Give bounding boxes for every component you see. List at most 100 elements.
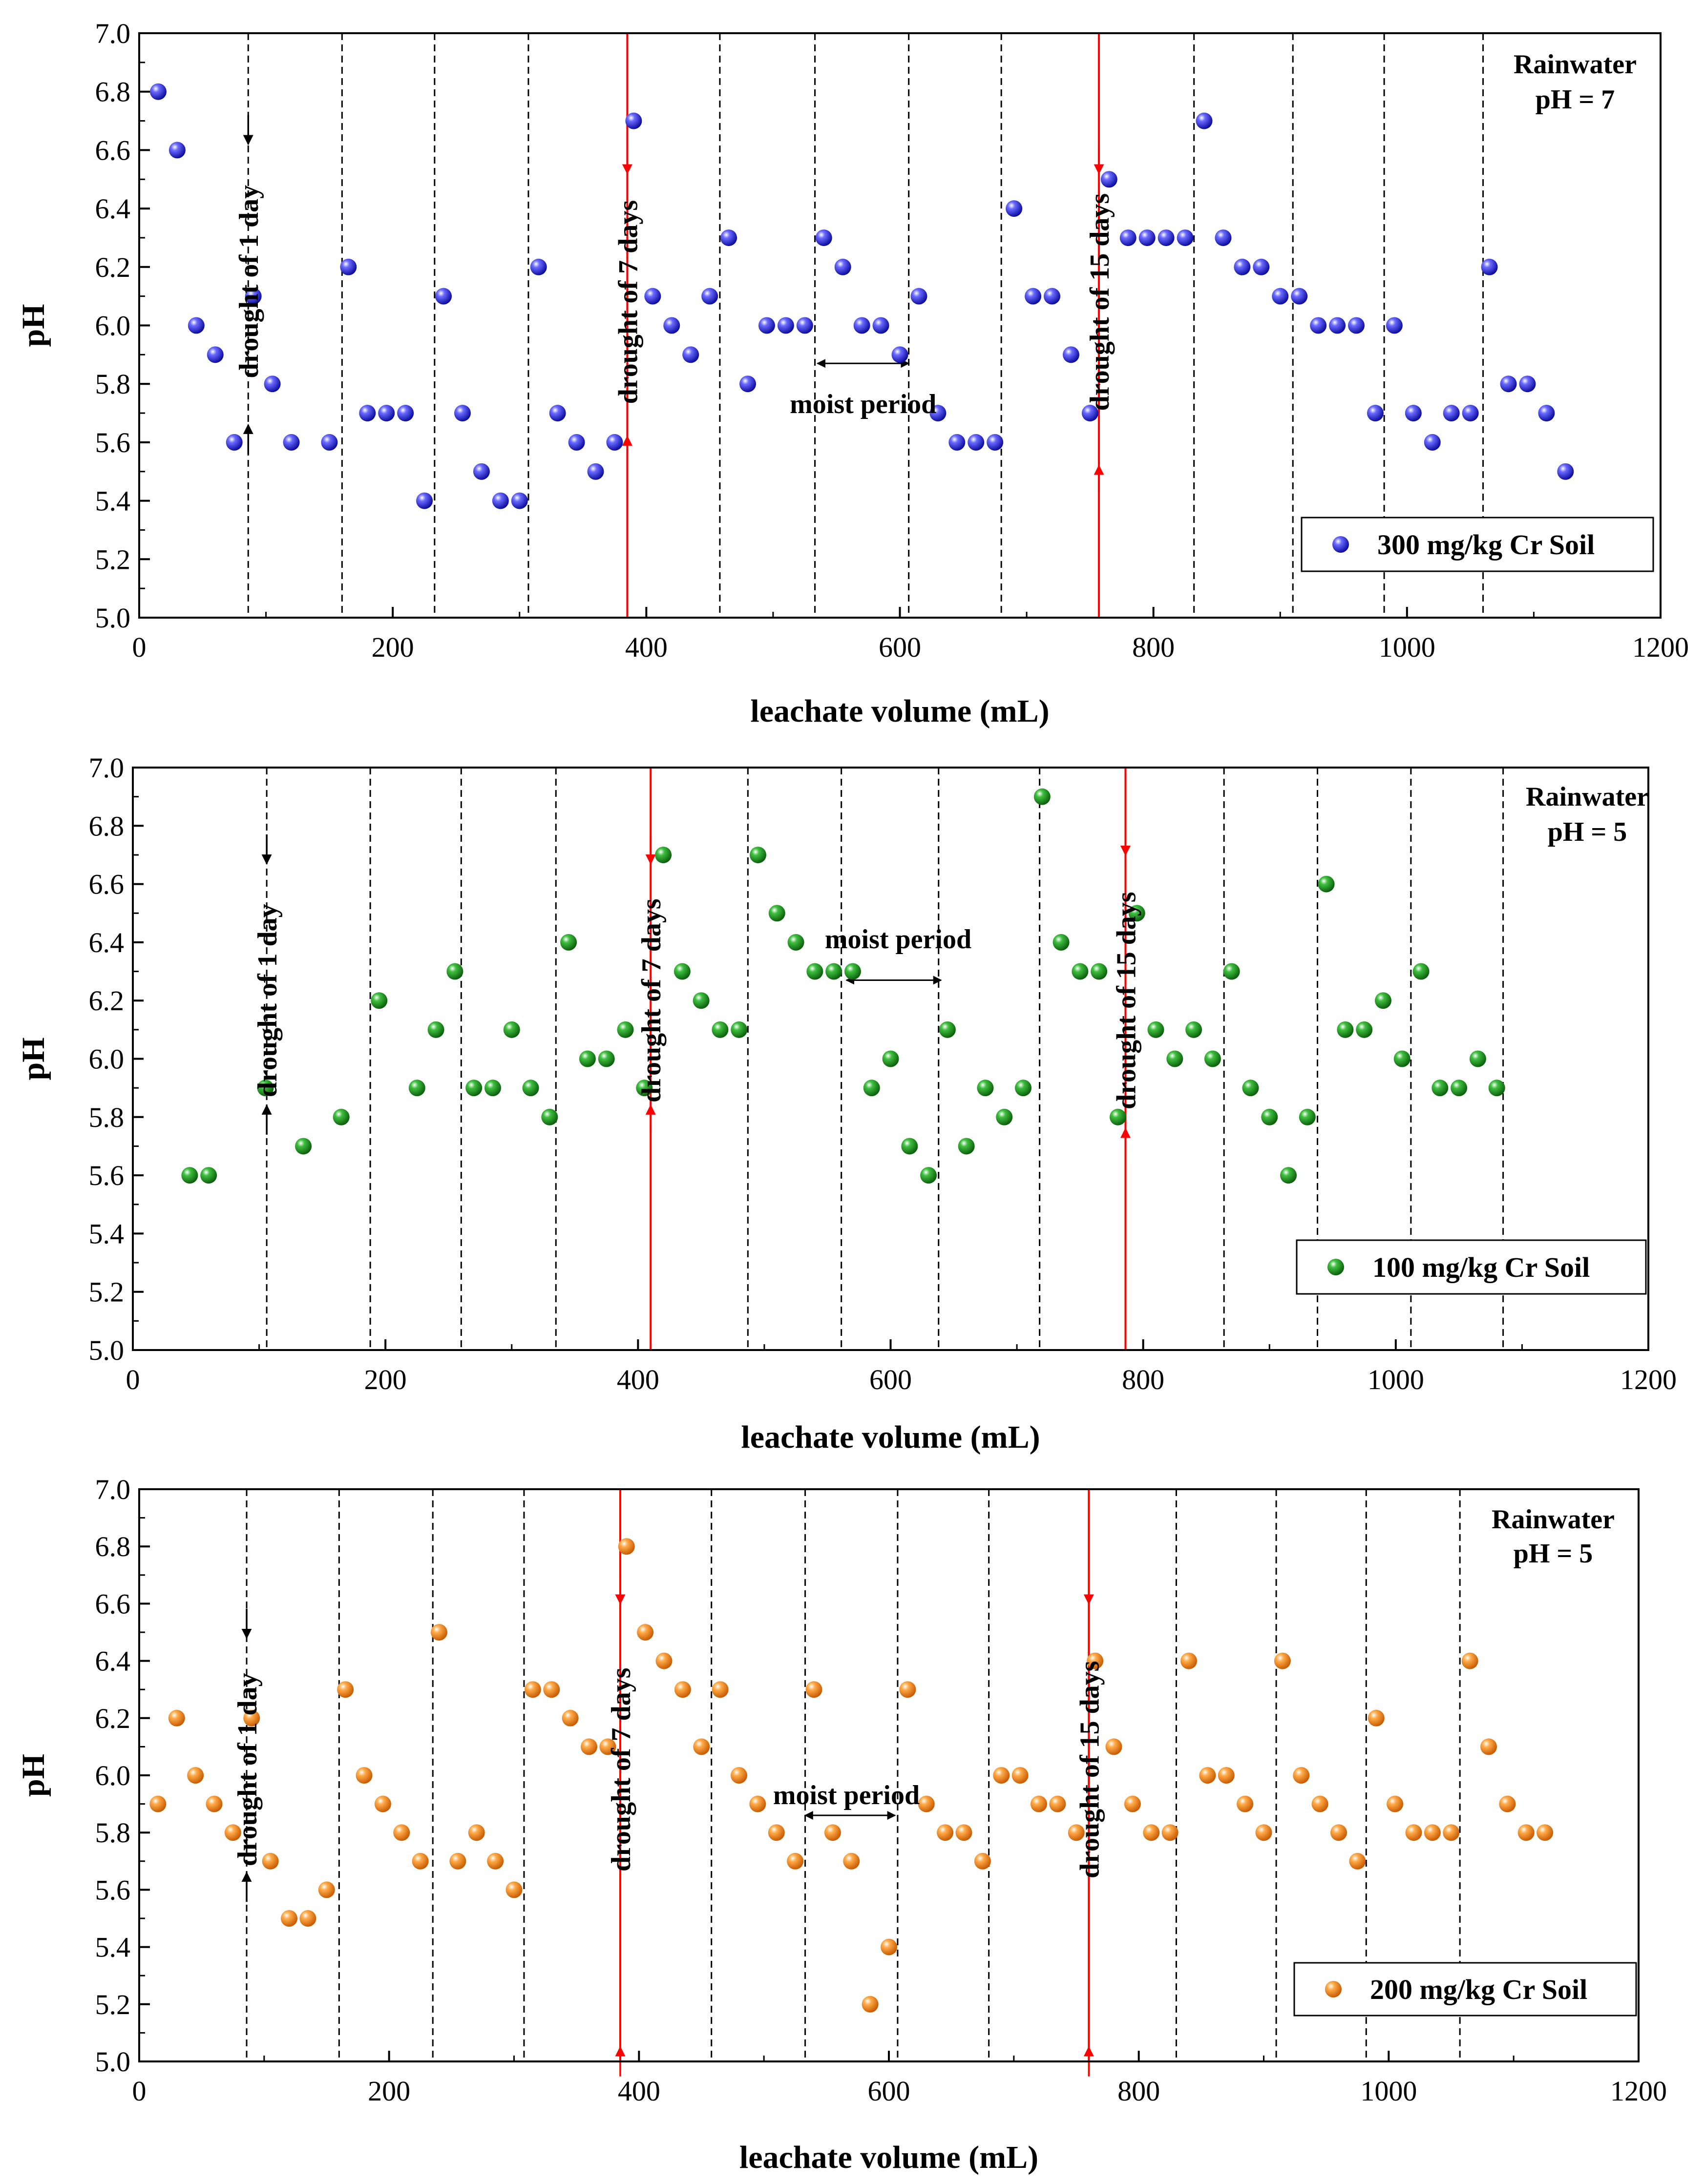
data-point [530,258,547,275]
drought-1-day-label: drought of 1 day [253,904,283,1097]
y-tick-label: 6.8 [95,76,131,108]
data-point [805,1681,822,1698]
data-point [618,1538,635,1555]
y-tick-label: 6.4 [95,1645,131,1677]
data-point [901,1138,918,1155]
y-tick-label: 5.0 [95,602,131,634]
data-point [1537,1824,1554,1841]
data-point [283,434,300,451]
data-point [674,1681,691,1698]
data-point [1299,1108,1316,1125]
data-point [1033,788,1051,805]
legend-label: 200 mg/kg Cr Soil [1370,1974,1587,2005]
data-point [1128,905,1145,922]
data-point [1166,1050,1183,1067]
data-point [1451,1080,1468,1097]
data-point [987,434,1004,451]
data-point [1011,1767,1029,1784]
rainwater-label: Rainwater [1492,1504,1615,1535]
data-point [712,1681,729,1698]
data-point [397,405,414,422]
y-tick-label: 6.6 [95,1588,131,1620]
y-tick-label: 5.6 [89,1160,125,1191]
x-tick-label: 0 [132,2075,147,2107]
data-point [1387,1795,1404,1812]
x-tick-label: 400 [625,631,668,663]
chart-panel-100: 5.0 5.2 5.4 5.6 5.8 6.0 6.2 6.4 6.6 6.8 7.0 0 200 400… [16,752,1677,1455]
legend-marker [1325,1981,1342,1997]
legend-label: 300 mg/kg Cr Soil [1377,529,1595,561]
data-point [693,992,710,1009]
y-tick-label: 6.0 [95,310,131,342]
data-point [739,375,756,393]
x-tick-label: 600 [879,631,921,663]
data-point [872,317,889,334]
data-point [374,1795,391,1812]
data-point [1049,1795,1066,1812]
y-tick-label: 5.4 [95,485,131,517]
data-point [899,1681,916,1698]
data-point [881,1938,897,1955]
y-tick-label: 5.4 [89,1218,125,1249]
y-tick-label: 6.6 [89,869,125,900]
data-point [1443,1824,1460,1841]
x-axis-label: leachate volume (mL) [750,693,1049,729]
data-point [359,405,376,422]
data-point [598,1050,615,1067]
data-point [505,1881,523,1898]
y-tick-label: 5.0 [95,2046,131,2078]
data-point [910,288,927,305]
data-points [149,1538,1554,2013]
data-point [181,1167,198,1184]
drought-1-day-label: drought of 1 day [232,1673,263,1866]
data-point [1255,1824,1272,1841]
data-point [487,1852,504,1870]
y-tick-label: 7.0 [95,18,131,49]
data-point [1469,1050,1486,1067]
data-point [977,1080,994,1097]
y-tick-label: 6.0 [95,1760,131,1791]
data-point [503,1021,520,1038]
data-point [264,375,281,393]
data-point [824,1824,841,1841]
data-point [1310,317,1327,334]
data-point [1124,1795,1141,1812]
data-point [416,492,433,509]
drought-15-days-label: drought of 15 days [1085,193,1115,411]
data-point [955,1824,972,1841]
x-tick-label: 800 [1132,631,1175,663]
data-point [337,1681,354,1698]
data-point [371,992,388,1009]
x-axis-label: leachate volume (mL) [739,2140,1038,2175]
data-point [454,405,471,422]
data-point [1480,1738,1497,1755]
drought-15-days-label: drought of 15 days [1074,1661,1105,1879]
data-point [1119,229,1137,246]
data-point [1052,934,1070,951]
x-axis-label: leachate volume (mL) [741,1419,1040,1455]
y-tick-label: 6.2 [95,251,131,283]
data-point [777,317,794,334]
data-point [1481,258,1498,275]
data-point [431,1624,447,1641]
data-point [787,1852,804,1870]
x-tick-label: 1000 [1360,2075,1417,2107]
data-point [1031,1795,1047,1812]
drought-arrows [243,115,1104,495]
data-point [937,1824,954,1841]
data-point [1329,317,1346,334]
y-tick-label: 7.0 [89,752,125,784]
data-point [1081,405,1098,422]
data-point [625,112,642,129]
drought-7-days-label: drought of 7 days [636,898,667,1102]
data-point [446,963,463,980]
axes: 5.0 5.2 5.4 5.6 5.8 6.0 6.2 6.4 6.6 6.8 7.0 0 200 400… [95,18,1689,663]
data-point [1431,1080,1449,1097]
y-tick-label: 6.2 [89,985,125,1017]
data-point [468,1824,485,1841]
data-point [579,1050,596,1067]
data-point [587,463,604,480]
data-point [693,1738,710,1755]
data-point [1337,1021,1354,1038]
